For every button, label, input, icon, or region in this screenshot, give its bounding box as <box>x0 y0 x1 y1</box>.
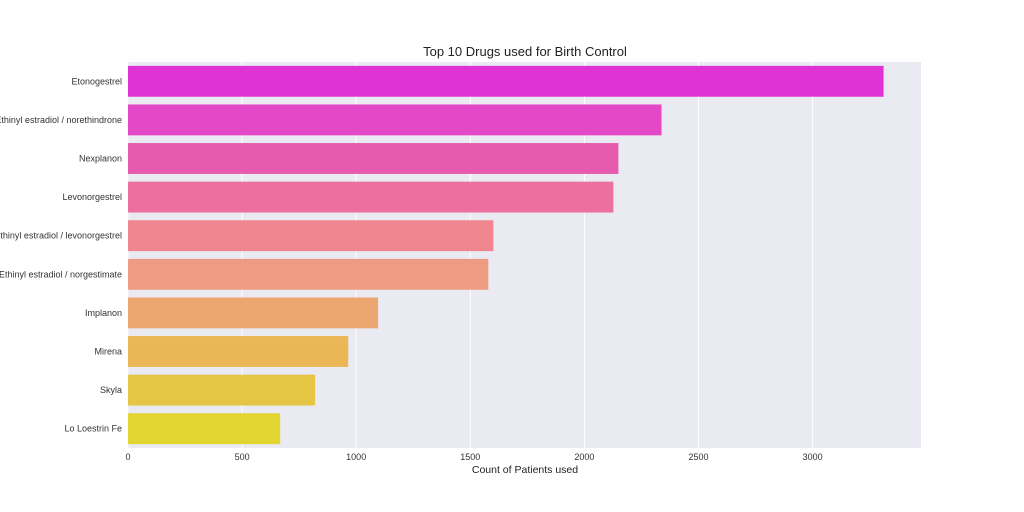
y-tick-labels: Etonogestrel Ethinyl estradiol / norethin… <box>0 76 122 433</box>
bar <box>128 374 316 406</box>
y-tick-label: Ethinyl estradiol / norgestimate <box>0 269 122 279</box>
y-tick-label: Implanon <box>85 308 122 318</box>
bar <box>128 220 494 252</box>
y-tick-label: Etonogestrel <box>71 76 122 86</box>
x-tick-labels: 0 500 1000 1500 2000 2500 3000 <box>125 452 822 462</box>
bars <box>128 65 884 445</box>
bar <box>128 181 614 213</box>
y-tick-label: Skyla <box>100 385 122 395</box>
x-tick-label: 1500 <box>460 452 480 462</box>
bar <box>128 297 379 329</box>
y-tick-label: Lo Loestrin Fe <box>64 424 122 434</box>
x-tick-label: 2500 <box>688 452 708 462</box>
x-axis-label: Count of Patients used <box>472 464 578 476</box>
bar <box>128 258 489 290</box>
x-tick-label: 2000 <box>574 452 594 462</box>
bar <box>128 413 281 445</box>
bar <box>128 65 884 97</box>
bar <box>128 336 349 367</box>
y-tick-label: Mirena <box>94 347 122 357</box>
x-tick-label: 500 <box>235 452 250 462</box>
chart-title: Top 10 Drugs used for Birth Control <box>423 44 627 59</box>
x-tick-label: 1000 <box>346 452 366 462</box>
y-tick-label: Nexplanon <box>79 154 122 164</box>
y-tick-label: Ethinyl estradiol / levonorgestrel <box>0 231 122 241</box>
y-tick-label: Ethinyl estradiol / norethindrone <box>0 115 122 125</box>
bar <box>128 104 662 136</box>
x-tick-label: 0 <box>125 452 130 462</box>
bar <box>128 143 619 174</box>
x-tick-label: 3000 <box>803 452 823 462</box>
y-tick-label: Levonorgestrel <box>62 192 122 202</box>
